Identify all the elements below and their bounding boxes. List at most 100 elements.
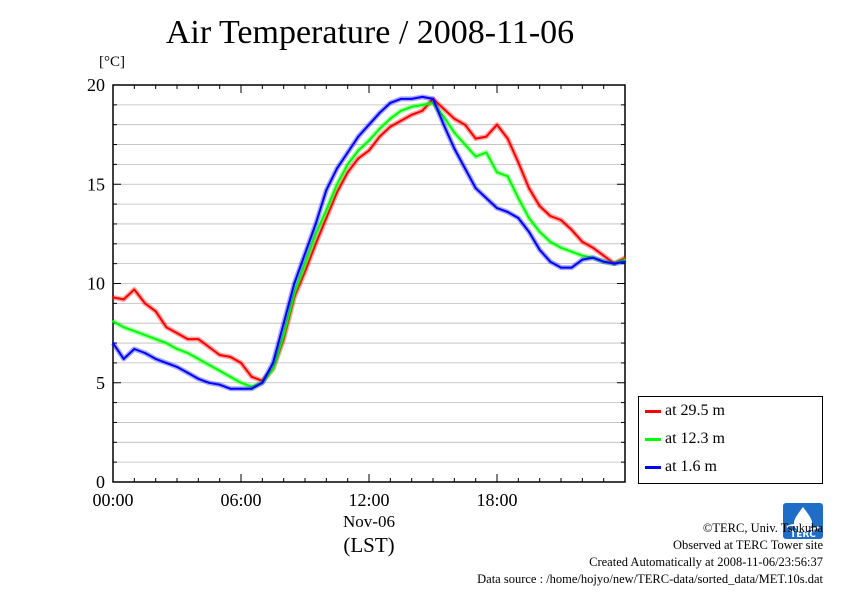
tick-labels: 0 5 10 15 20 00:00 06:00 12:00 18:00 Nov-06 (LST) xyxy=(87,75,518,557)
legend-item-29-5m: at 29.5 m xyxy=(645,401,725,421)
series-point-1 xyxy=(208,363,210,366)
series-point-1 xyxy=(112,320,114,323)
series-point-2 xyxy=(346,151,349,154)
series-point-2 xyxy=(272,361,274,364)
x-tick-label: 12:00 xyxy=(348,490,389,510)
series-point-0 xyxy=(453,117,456,120)
terc-logo-icon: TERC xyxy=(783,503,823,539)
series-point-0 xyxy=(304,270,306,273)
series-point-1 xyxy=(122,326,125,329)
x-axis-label: (LST) xyxy=(343,533,394,557)
series-point-1 xyxy=(368,139,370,142)
series-point-2 xyxy=(517,216,520,219)
series-point-0 xyxy=(218,353,221,356)
series-point-0 xyxy=(442,107,445,110)
series-point-1 xyxy=(453,131,456,134)
series-point-0 xyxy=(325,216,328,219)
series-point-2 xyxy=(581,258,584,261)
series-point-2 xyxy=(293,282,296,285)
series-point-0 xyxy=(357,157,360,160)
series-point-0 xyxy=(421,109,424,112)
series-point-0 xyxy=(122,298,125,301)
series-point-0 xyxy=(250,375,253,378)
series-point-2 xyxy=(549,260,552,263)
legend-label: at 29.5 m xyxy=(665,402,725,419)
series-point-1 xyxy=(506,175,509,178)
series-point-2 xyxy=(261,381,264,384)
legend-swatch-green xyxy=(645,437,661,441)
source-text: Data source : /home/hojyo/new/TERC-data/… xyxy=(477,572,823,586)
series-line-1 xyxy=(112,101,626,388)
series-point-2 xyxy=(186,371,189,374)
series-point-1 xyxy=(293,292,296,295)
series-point-1 xyxy=(154,338,157,341)
series-point-1 xyxy=(133,330,136,333)
series-point-1 xyxy=(474,155,477,158)
series-point-2 xyxy=(282,322,285,325)
series-point-2 xyxy=(133,348,136,351)
series-point-1 xyxy=(581,254,584,257)
series-point-2 xyxy=(357,135,360,138)
series-point-2 xyxy=(400,97,402,100)
series-point-0 xyxy=(133,288,136,291)
site-text: Observed at TERC Tower site xyxy=(672,538,823,552)
series-point-0 xyxy=(517,161,520,164)
series-point-0 xyxy=(549,215,552,218)
series-point-2 xyxy=(592,256,594,259)
series-point-2 xyxy=(453,147,456,150)
series-point-1 xyxy=(485,151,488,154)
series-point-0 xyxy=(506,137,509,140)
series-point-2 xyxy=(304,252,306,255)
series-point-2 xyxy=(208,381,210,384)
series-point-2 xyxy=(325,189,328,192)
series-point-1 xyxy=(314,232,317,235)
series-lines xyxy=(110,94,627,392)
series-point-1 xyxy=(517,197,520,200)
series-point-1 xyxy=(464,143,466,146)
series-point-1 xyxy=(186,351,189,354)
series-point-1 xyxy=(549,240,552,243)
series-point-1 xyxy=(176,348,178,351)
series-point-2 xyxy=(602,260,605,263)
series-point-0 xyxy=(560,218,562,221)
series-point-0 xyxy=(144,302,146,305)
series-point-0 xyxy=(346,171,349,174)
series-point-2 xyxy=(624,260,626,263)
series-point-1 xyxy=(357,149,360,152)
series-point-2 xyxy=(368,123,370,126)
series-point-1 xyxy=(197,357,200,360)
grid-lines xyxy=(113,104,625,463)
series-point-0 xyxy=(485,135,488,138)
legend-item-12-3m: at 12.3 m xyxy=(645,429,725,449)
y-tick-label: 10 xyxy=(87,274,105,294)
series-point-0 xyxy=(581,240,584,243)
series-point-1 xyxy=(346,163,349,166)
series-point-1 xyxy=(560,246,562,249)
created-text: Created Automatically at 2008-11-06/23:5… xyxy=(589,555,823,569)
series-point-2 xyxy=(485,197,488,200)
series-point-1 xyxy=(538,230,541,233)
series-point-2 xyxy=(250,387,253,390)
series-point-2 xyxy=(154,357,157,360)
series-point-0 xyxy=(528,187,530,190)
series-point-0 xyxy=(336,191,338,194)
series-point-2 xyxy=(218,383,221,386)
series-point-1 xyxy=(144,334,146,337)
logo-text: TERC xyxy=(790,530,816,539)
series-point-1 xyxy=(304,262,306,265)
legend: at 29.5 m at 12.3 m at 1.6 m xyxy=(638,396,823,484)
series-point-0 xyxy=(496,123,498,126)
y-axis-unit-label: [°C] xyxy=(99,54,125,70)
series-point-2 xyxy=(506,211,509,214)
series-point-1 xyxy=(624,258,626,261)
series-point-1 xyxy=(378,127,381,130)
series-point-2 xyxy=(538,248,541,251)
series-point-1 xyxy=(325,209,328,212)
series-point-2 xyxy=(378,111,381,114)
series-point-1 xyxy=(410,105,413,108)
legend-swatch-red xyxy=(645,409,661,413)
series-point-0 xyxy=(197,338,200,341)
series-point-0 xyxy=(378,135,381,138)
series-point-2 xyxy=(197,377,200,380)
series-point-0 xyxy=(400,119,402,122)
